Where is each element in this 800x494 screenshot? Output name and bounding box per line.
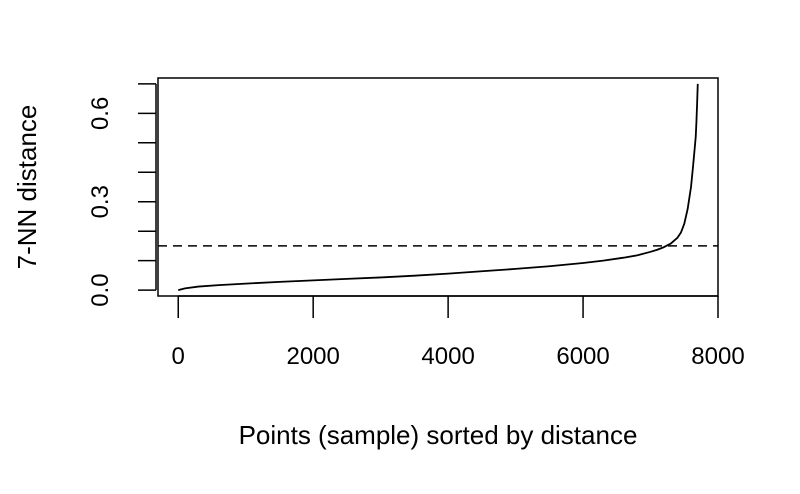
y-tick-label: 0.0 xyxy=(87,273,114,306)
plot-frame xyxy=(157,77,719,297)
y-tick-label: 0.6 xyxy=(87,97,114,130)
y-tick-label: 0.3 xyxy=(87,185,114,218)
distance-curve xyxy=(178,83,699,291)
x-axis: 0 2000 4000 6000 8000 xyxy=(172,295,745,370)
x-tick-label: 2000 xyxy=(286,343,339,370)
y-axis-label: 7-NN distance xyxy=(12,105,42,270)
x-tick-label: 8000 xyxy=(691,343,744,370)
x-tick-label: 6000 xyxy=(556,343,609,370)
x-tick-label: 4000 xyxy=(421,343,474,370)
x-axis-label: Points (sample) sorted by distance xyxy=(239,420,638,450)
y-axis: 0.0 0.3 0.6 xyxy=(87,83,157,307)
series-layer xyxy=(178,83,699,291)
x-tick-label: 0 xyxy=(172,343,185,370)
